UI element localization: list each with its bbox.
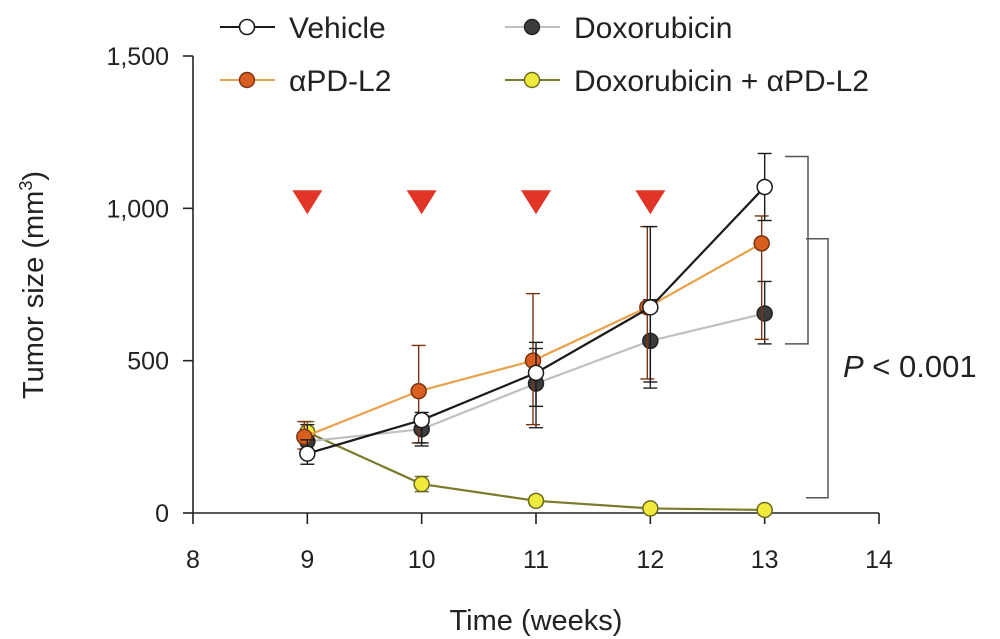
x-tick-label: 12 (636, 546, 664, 574)
data-point (527, 492, 545, 510)
data-point (299, 445, 316, 462)
y-axis-title: Tumor size (mm3) (16, 171, 50, 399)
x-tick-label: 13 (751, 546, 779, 574)
series-layer (296, 152, 773, 519)
treatment-triangle (406, 190, 437, 215)
y-axis-title-superscript: 3 (16, 181, 36, 191)
x-tick-label: 9 (300, 546, 314, 574)
data-point (756, 501, 773, 519)
x-tick-label: 8 (186, 546, 200, 574)
p-value-operator: < 0.001 (864, 349, 977, 384)
legend-label-vehicle: Vehicle (289, 12, 386, 45)
legend-marker-vehicle (238, 18, 256, 36)
legend-entry-combo: Doxorubicin + αPD-L2 (505, 65, 869, 98)
series-doxorubicin-pd-l2 (299, 420, 773, 519)
p-value-letter: P (843, 349, 864, 384)
x-tick-label: 14 (865, 546, 893, 574)
x-tick-label: 10 (408, 546, 436, 574)
series-vehicle (299, 152, 773, 465)
y-tick-label: 1,000 (106, 195, 169, 223)
legend-entry-doxorubicin: Doxorubicin (505, 12, 732, 45)
data-point (753, 235, 770, 252)
x-tick-label: 11 (523, 546, 549, 574)
y-axis-title-close: ) (18, 171, 50, 181)
p-value-annotation: P < 0.001 (843, 349, 977, 384)
data-point (642, 500, 659, 517)
data-point (756, 178, 773, 196)
significance-brackets (785, 155, 829, 499)
treatment-triangle (292, 190, 323, 215)
data-point (413, 411, 430, 429)
legend-label-apdl2: αPD-L2 (289, 65, 391, 98)
significance-bracket (785, 155, 809, 345)
y-tick-label: 0 (155, 500, 169, 528)
data-point (527, 364, 545, 382)
data-point (410, 382, 427, 400)
legend-label-combo: Doxorubicin + αPD-L2 (574, 65, 869, 98)
treatment-triangle (635, 190, 666, 215)
data-point (413, 475, 430, 493)
data-point (296, 428, 313, 446)
legend-entry-vehicle: Vehicle (220, 12, 386, 45)
x-axis-title: Time (weeks) (450, 605, 623, 637)
legend-marker-doxorubicin (523, 18, 541, 36)
legend-marker-combo (523, 71, 541, 89)
y-tick-label: 1,500 (106, 43, 169, 71)
legend-marker-apdl2 (238, 71, 256, 89)
x-axis-ticks: 8 9 10 11 12 13 14 (186, 513, 893, 574)
y-tick-label: 500 (127, 348, 169, 376)
series-pd-l2 (296, 215, 770, 450)
data-point (642, 299, 659, 316)
data-point (756, 305, 773, 322)
legend-label-doxorubicin: Doxorubicin (574, 12, 732, 45)
treatment-triangle (521, 190, 551, 215)
y-axis-title-main: Tumor size (mm (18, 191, 50, 399)
treatment-markers (292, 190, 666, 215)
y-axis-ticks: 0 500 1,000 1,500 (106, 43, 193, 528)
legend: Vehicle αPD-L2 Doxorubicin Doxorubicin +… (220, 12, 869, 98)
legend-entry-apdl2: αPD-L2 (220, 65, 391, 98)
significance-bracket (806, 238, 829, 499)
